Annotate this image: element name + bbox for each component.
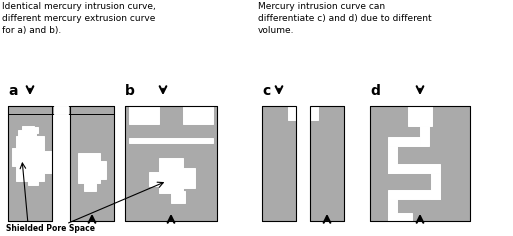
Bar (8, 106, 114, 114)
Bar (388, 146, 397, 173)
Bar (129, 106, 159, 124)
Text: d: d (370, 84, 380, 98)
Text: Identical mercury intrusion curve,
different mercury extrusion curve
for a) and : Identical mercury intrusion curve, diffe… (2, 2, 156, 35)
Bar (183, 106, 213, 124)
Bar (310, 106, 344, 221)
Bar (288, 106, 318, 120)
Bar (70, 106, 114, 221)
Bar (70, 106, 114, 221)
Bar (370, 106, 470, 221)
Bar (370, 106, 470, 221)
Bar (28, 127, 38, 133)
Bar (388, 190, 440, 199)
Bar (28, 177, 38, 185)
Bar (388, 199, 397, 221)
Bar (149, 172, 161, 186)
Bar (262, 106, 296, 221)
Bar (16, 136, 44, 181)
Bar (388, 213, 412, 221)
Bar (78, 153, 100, 183)
Bar (417, 31, 426, 126)
Bar (54, 106, 68, 114)
Bar (8, 106, 52, 221)
Bar (262, 106, 296, 221)
Bar (8, 106, 52, 221)
Bar (98, 161, 106, 179)
Bar (388, 137, 420, 146)
Bar (420, 126, 429, 146)
Bar (171, 191, 185, 203)
Text: Shielded Pore Space: Shielded Pore Space (6, 224, 95, 233)
Bar (388, 164, 440, 173)
Bar (125, 106, 217, 221)
Bar (12, 148, 22, 166)
Bar (18, 130, 36, 138)
Bar (181, 168, 195, 188)
Text: c: c (262, 84, 270, 98)
Bar (408, 106, 432, 126)
Bar (310, 106, 344, 221)
Bar (125, 106, 217, 221)
Bar (159, 158, 183, 193)
Text: Mercury intrusion curve can
differentiate c) and d) due to different
volume.: Mercury intrusion curve can differentiat… (258, 2, 431, 35)
Text: b: b (125, 84, 135, 98)
Bar (42, 151, 54, 173)
Bar (431, 173, 440, 199)
Bar (129, 138, 213, 143)
Bar (84, 181, 96, 191)
Bar (22, 126, 34, 138)
Text: a: a (8, 84, 17, 98)
